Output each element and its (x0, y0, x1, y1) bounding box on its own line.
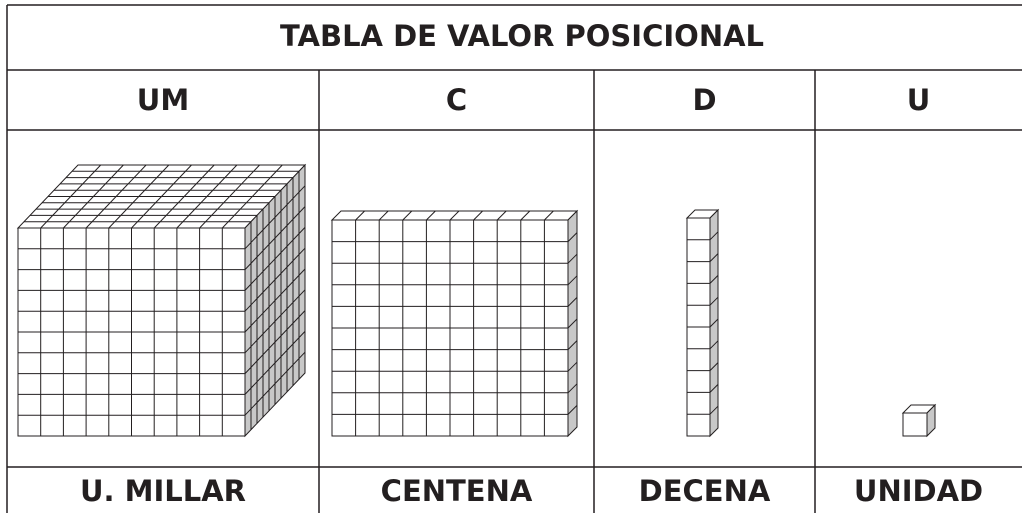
column-name: CENTENA (381, 474, 533, 508)
grid-line (567, 253, 578, 264)
grid-line (709, 275, 719, 284)
grid-line (567, 340, 578, 350)
grid-line (426, 210, 436, 221)
grid-line (567, 297, 578, 307)
grid-line (567, 383, 578, 394)
grid-line (473, 210, 483, 221)
block (685, 208, 720, 438)
column-header: U (907, 83, 931, 117)
grid-line (567, 405, 578, 415)
grid-line (567, 232, 578, 242)
grid-line (449, 210, 460, 221)
grid-line (709, 384, 719, 393)
column-name: U. MILLAR (80, 474, 246, 508)
grid-line (709, 253, 719, 262)
grid-line (544, 210, 554, 221)
column-name: DECENA (639, 474, 771, 508)
grid-line (709, 362, 719, 371)
block (901, 403, 937, 438)
grid-line (567, 275, 578, 286)
grid-line (709, 318, 719, 328)
column-header: UM (137, 83, 189, 117)
grid-line (567, 318, 578, 329)
grid-line (355, 210, 365, 221)
column-header: C (446, 83, 467, 117)
block-front (902, 412, 928, 437)
block (16, 163, 307, 438)
table-frame (6, 4, 1022, 513)
column-name: UNIDAD (854, 474, 983, 508)
column-header: D (692, 83, 716, 117)
table-title: TABLA DE VALOR POSICIONAL (280, 19, 764, 53)
grid-line (709, 340, 719, 350)
grid-line (709, 231, 719, 241)
grid-line (378, 210, 389, 221)
grid-line (402, 210, 413, 221)
grid-line (567, 361, 578, 372)
base-ten-blocks (16, 163, 937, 438)
block (330, 209, 579, 438)
grid-line (709, 296, 719, 306)
grid-line (496, 210, 507, 221)
grid-line (520, 210, 531, 221)
grid-line (709, 405, 719, 415)
